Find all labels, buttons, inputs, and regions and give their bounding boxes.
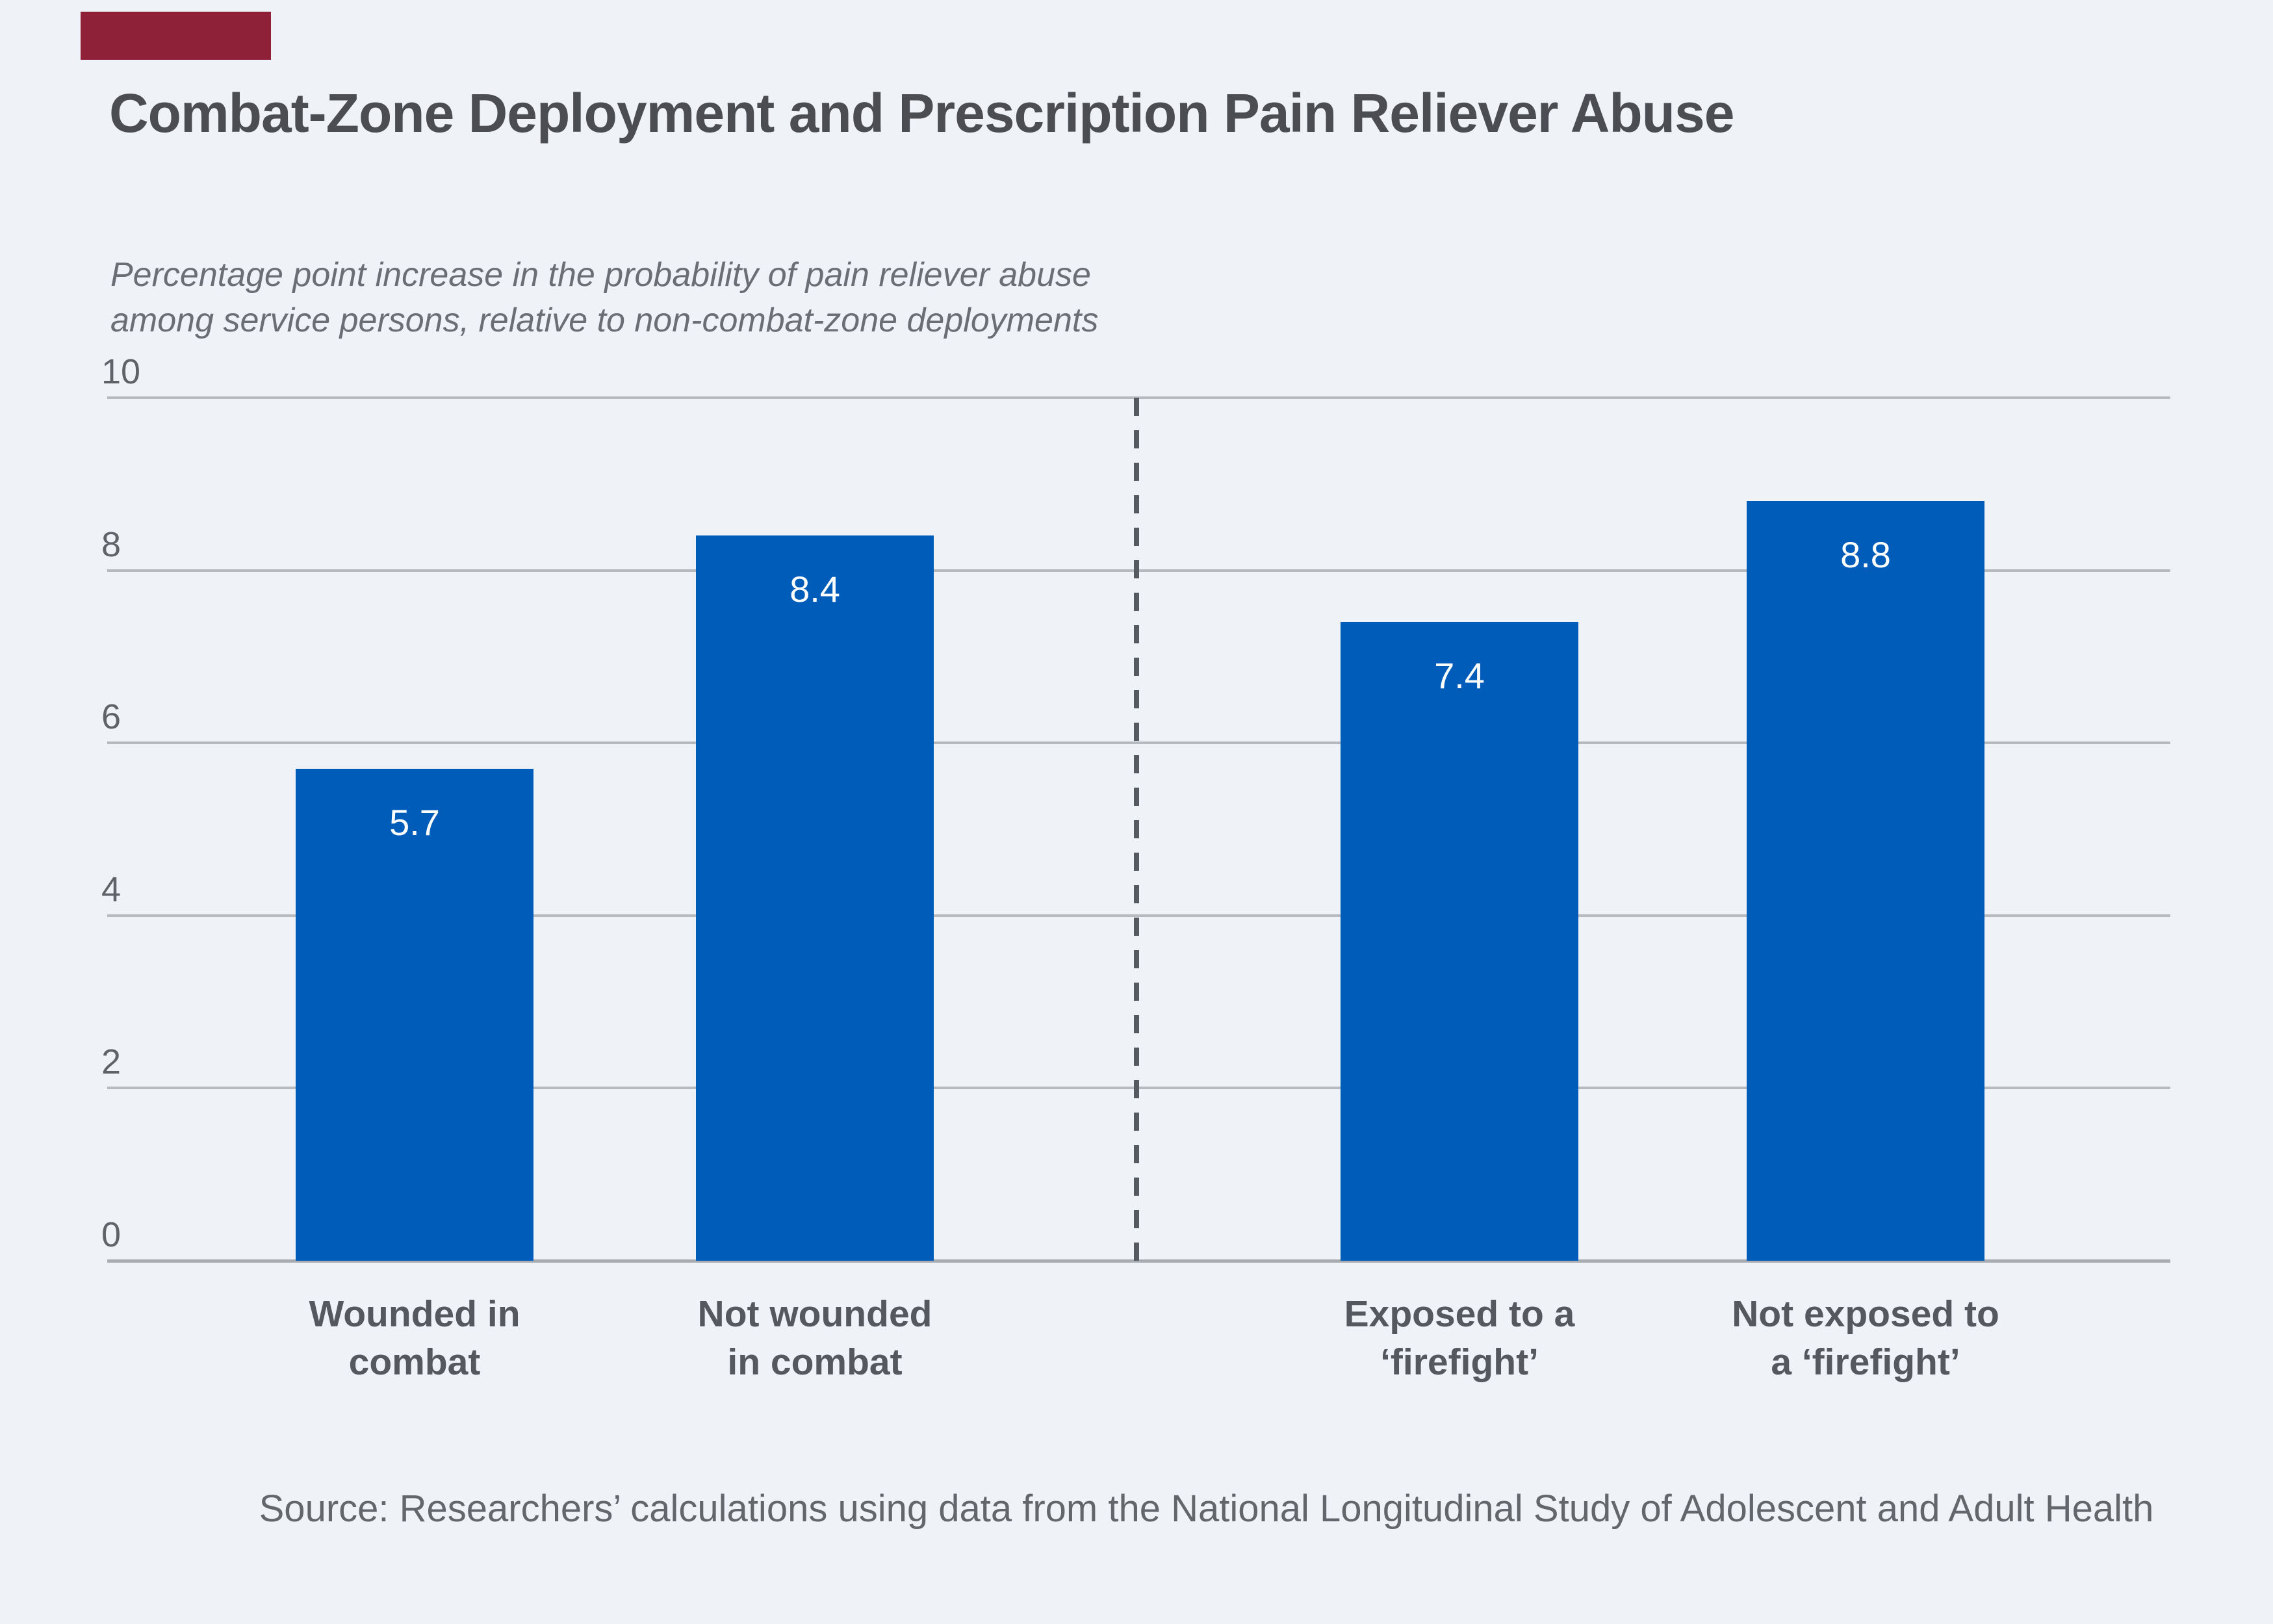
y-axis-description-line1: Percentage point increase in the probabi… <box>110 256 1091 294</box>
y-tick-label-2: 2 <box>101 1042 122 1082</box>
bar-value-label-3: 7.4 <box>1434 655 1485 697</box>
gridline-y-0 <box>107 1259 2170 1263</box>
publisher-brand-mark <box>81 12 271 60</box>
category-label-1: Wounded in combat <box>309 1293 520 1383</box>
category-label-4: Not exposed to a ‘firefight’ <box>1732 1293 1999 1383</box>
y-tick-label-6: 6 <box>101 697 122 737</box>
bar-value-label-2: 8.4 <box>790 569 840 610</box>
y-tick-label-8: 8 <box>101 524 122 564</box>
bar-1 <box>296 769 533 1261</box>
y-tick-label-10: 10 <box>101 352 141 391</box>
bar-3 <box>1341 622 1578 1261</box>
bar-4 <box>1747 501 1984 1261</box>
y-axis-description-line2: among service persons, relative to non-c… <box>110 302 1099 339</box>
source-note: Source: Researchers’ calculations using … <box>259 1488 2154 1530</box>
y-axis-description: Percentage point increase in the probabi… <box>110 252 1670 343</box>
category-label-3: Exposed to a ‘firefight’ <box>1344 1293 1575 1383</box>
bar-value-label-1: 5.7 <box>389 802 440 844</box>
y-tick-label-4: 4 <box>101 870 122 909</box>
y-tick-label-0: 0 <box>101 1215 122 1254</box>
bar-2 <box>696 535 934 1261</box>
bar-value-label-4: 8.8 <box>1840 534 1891 576</box>
category-label-2: Not wounded in combat <box>697 1293 932 1383</box>
chart-title: Combat-Zone Deployment and Prescription … <box>109 83 1734 144</box>
group-divider-dashed-line <box>1134 398 1139 1261</box>
